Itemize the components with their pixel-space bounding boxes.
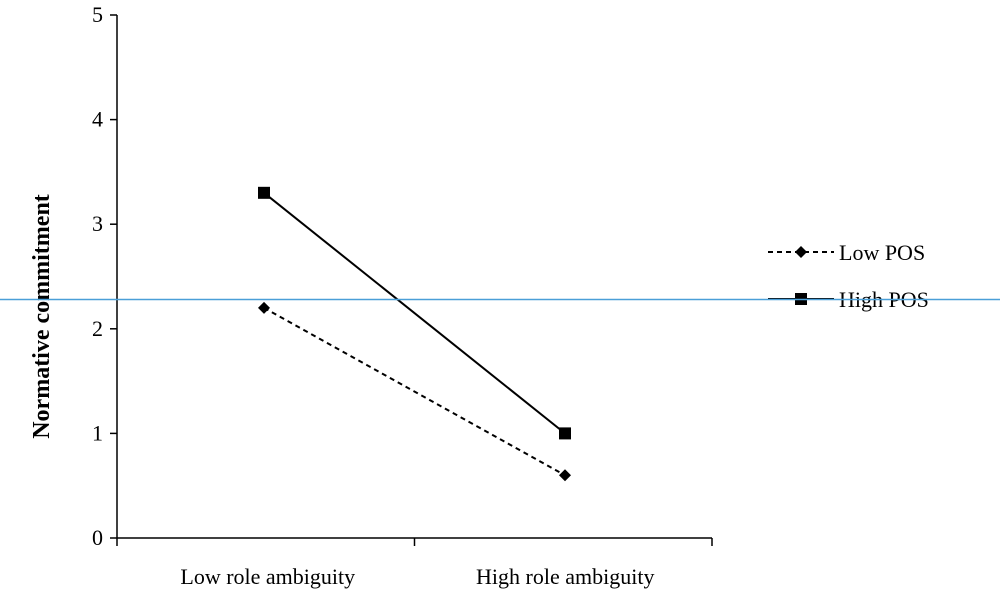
x-tick-label: Low role ambiguity bbox=[180, 564, 355, 589]
y-tick-label: 5 bbox=[92, 2, 103, 27]
legend-marker bbox=[795, 246, 807, 258]
y-tick-label: 3 bbox=[92, 211, 103, 236]
axes bbox=[116, 15, 712, 539]
series-layer bbox=[258, 186, 571, 482]
series-low-pos bbox=[258, 301, 571, 482]
data-point-marker bbox=[258, 301, 270, 314]
legend-item: Low POS bbox=[768, 240, 925, 265]
x-tick-label: High role ambiguity bbox=[476, 564, 654, 589]
series-line bbox=[263, 192, 566, 435]
x-ticks: Low role ambiguity High role ambiguity bbox=[116, 538, 713, 589]
data-point-marker bbox=[559, 469, 571, 482]
y-axis-title: Normative commitment bbox=[29, 194, 55, 439]
y-tick-label: 4 bbox=[92, 107, 103, 132]
y-tick-label: 1 bbox=[92, 420, 103, 445]
data-point-marker bbox=[559, 427, 571, 440]
legend-label: Low POS bbox=[839, 240, 925, 265]
y-tick-label: 0 bbox=[92, 525, 103, 550]
y-tick-label: 2 bbox=[92, 316, 103, 341]
series-line bbox=[263, 307, 566, 477]
data-point-marker bbox=[258, 186, 270, 199]
y-ticks: 0 1 2 3 4 5 bbox=[92, 2, 117, 550]
series-high-pos bbox=[258, 186, 571, 440]
